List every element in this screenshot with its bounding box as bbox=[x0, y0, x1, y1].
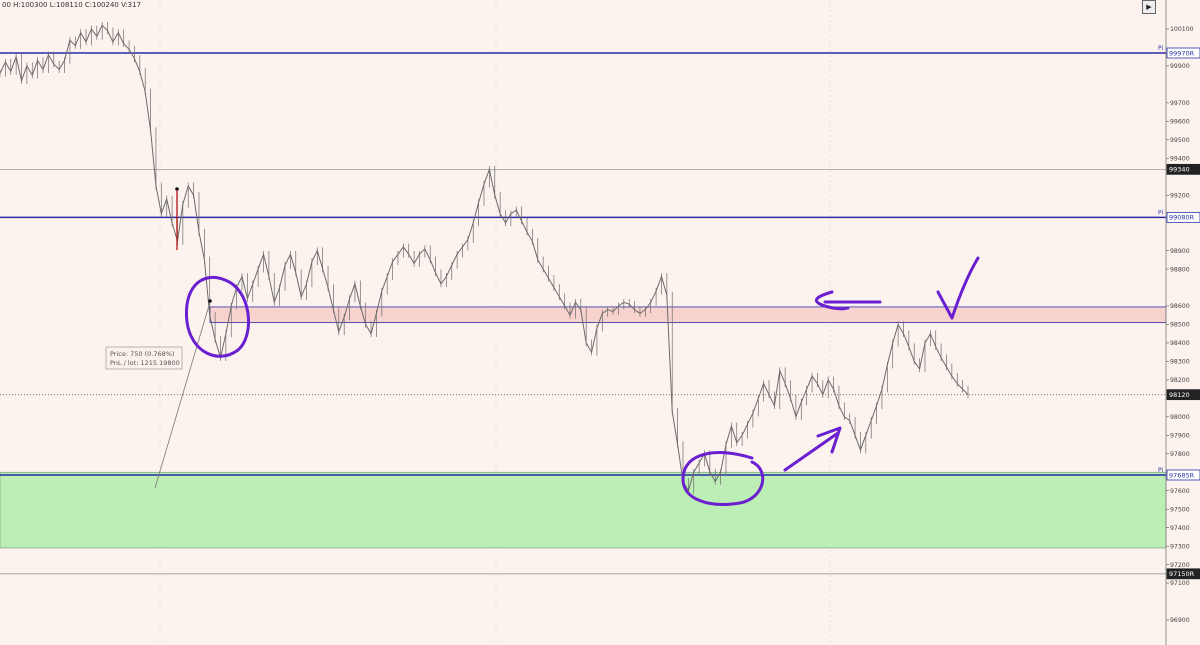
measure-tool: Price: 750 (0.768%) PnL / lot: 1215.1980… bbox=[105, 187, 212, 489]
y-tick-label: 98200 bbox=[1170, 377, 1190, 384]
arrow-left-head bbox=[815, 290, 850, 311]
y-tick-label: 98400 bbox=[1170, 340, 1190, 347]
price-label: 98120 bbox=[1169, 391, 1190, 399]
maximize-button[interactable]: ▶ bbox=[1142, 0, 1156, 14]
y-tick-label: 97600 bbox=[1170, 488, 1190, 495]
price-axis[interactable]: 100100 99900 99700 99600 99500 99400 99200 9890… bbox=[1158, 0, 1200, 645]
arrow-up-shaft bbox=[783, 431, 840, 472]
y-tick-label: 99500 bbox=[1170, 137, 1190, 144]
y-tick-label: 98300 bbox=[1170, 359, 1190, 366]
annotations bbox=[184, 256, 980, 506]
y-tick-label: 98500 bbox=[1170, 322, 1190, 329]
y-tick-label: 96900 bbox=[1170, 617, 1190, 624]
y-tick-label: 97500 bbox=[1170, 506, 1190, 513]
resistance-zone bbox=[209, 306, 1167, 324]
price-label-box bbox=[1166, 568, 1200, 580]
entry-marker bbox=[175, 187, 179, 191]
y-tick-label: 98600 bbox=[1170, 303, 1190, 310]
ohlc-header: 00 H:100300 L:108110 C:100240 V:317 bbox=[0, 0, 144, 10]
price-label-box bbox=[1166, 389, 1200, 401]
y-tick-label: 100100 bbox=[1170, 26, 1194, 33]
price-label: 99080R bbox=[1169, 214, 1195, 222]
price-label: 99970R bbox=[1169, 49, 1195, 57]
measure-line bbox=[154, 301, 211, 489]
arrow-up-head bbox=[816, 426, 842, 454]
price-label: 97685R bbox=[1169, 471, 1195, 479]
pivot-tag: Pi bbox=[1158, 467, 1163, 474]
price-label-box bbox=[1166, 211, 1200, 223]
price-label: 97150R bbox=[1169, 570, 1195, 578]
measure-tooltip bbox=[105, 346, 183, 370]
circle-left bbox=[184, 275, 251, 358]
level-line-layer bbox=[0, 52, 1166, 575]
price-label-box bbox=[1166, 163, 1200, 175]
pivot-tag: Pi bbox=[1158, 209, 1163, 216]
y-tick-label: 97100 bbox=[1170, 580, 1190, 587]
price-label: 99340 bbox=[1169, 166, 1190, 174]
circle-right bbox=[681, 451, 765, 506]
y-tick-label: 99700 bbox=[1170, 100, 1190, 107]
price-label-box bbox=[1166, 469, 1200, 481]
y-tick-label: 99600 bbox=[1170, 119, 1190, 126]
y-tick-label: 99200 bbox=[1170, 192, 1190, 199]
y-tick-label: 97200 bbox=[1170, 562, 1190, 569]
tooltip-pnl: PnL / lot: 1215.19800 bbox=[110, 359, 180, 367]
y-tick-label: 97400 bbox=[1170, 525, 1190, 532]
price-axis-bg bbox=[1166, 0, 1200, 645]
y-tick-label: 97900 bbox=[1170, 432, 1190, 439]
price-label-box bbox=[1166, 47, 1200, 59]
pivot-tag: Pi bbox=[1158, 45, 1163, 52]
y-tick-label: 98900 bbox=[1170, 248, 1190, 255]
y-tick-label: 98000 bbox=[1170, 414, 1190, 421]
y-tick-label: 97300 bbox=[1170, 543, 1190, 550]
y-tick-label: 99900 bbox=[1170, 63, 1190, 70]
y-tick-label: 97800 bbox=[1170, 451, 1190, 458]
support-zone bbox=[0, 471, 1167, 549]
zone-layer bbox=[0, 306, 1167, 549]
check-mark bbox=[936, 256, 980, 320]
y-tick-label: 98800 bbox=[1170, 266, 1190, 273]
price-line bbox=[0, 24, 969, 492]
price-series bbox=[0, 21, 969, 495]
y-tick-label: 99400 bbox=[1170, 155, 1190, 162]
tooltip-price: Price: 750 (0.768%) bbox=[110, 350, 174, 358]
measure-anchor bbox=[208, 299, 212, 303]
